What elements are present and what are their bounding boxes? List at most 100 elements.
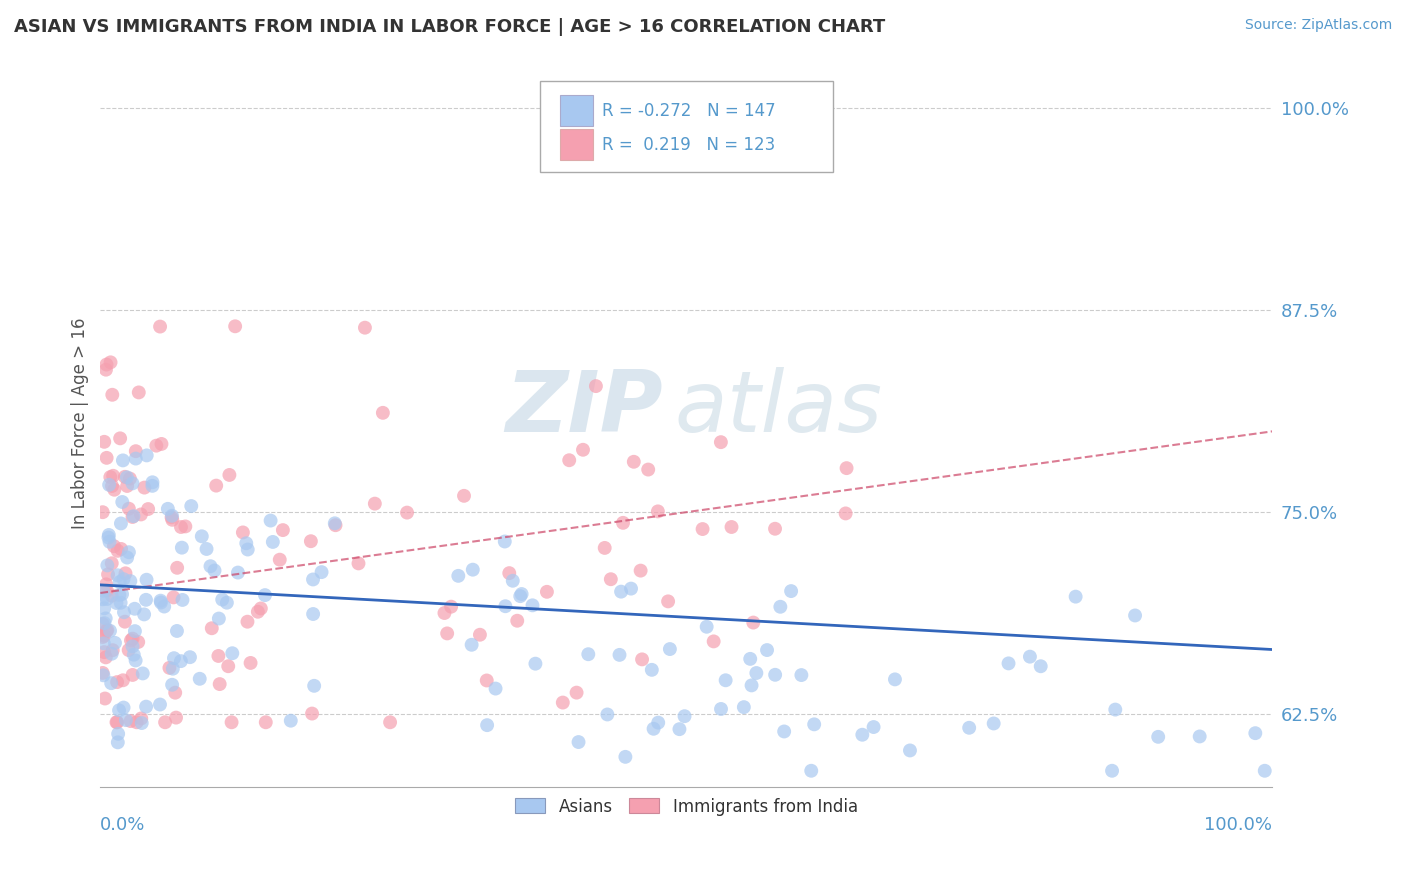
Point	[149, 593, 172, 607]
Point	[211, 592, 233, 607]
Point	[997, 657, 1019, 671]
Point	[509, 589, 531, 603]
Point	[96, 592, 118, 607]
Point	[710, 702, 733, 716]
Point	[436, 626, 458, 640]
Text: 100.0%: 100.0%	[1205, 816, 1272, 834]
Point	[1123, 608, 1146, 623]
Point	[536, 584, 558, 599]
Point	[160, 678, 183, 692]
Point	[703, 634, 725, 648]
Point	[484, 681, 506, 696]
Point	[121, 510, 143, 524]
Point	[593, 541, 616, 555]
Point	[191, 529, 214, 543]
Point	[576, 647, 599, 661]
Point	[160, 508, 183, 523]
Point	[780, 584, 803, 599]
Point	[475, 673, 498, 688]
Point	[773, 724, 796, 739]
Point	[302, 679, 325, 693]
Point	[325, 518, 347, 533]
Point	[153, 715, 176, 730]
Point	[136, 502, 159, 516]
Point	[94, 650, 117, 665]
Point	[188, 672, 211, 686]
Point	[174, 519, 197, 533]
Point	[160, 510, 183, 524]
Point	[105, 596, 128, 610]
Point	[129, 508, 152, 522]
Point	[447, 569, 470, 583]
Point	[614, 749, 637, 764]
Point	[125, 715, 148, 730]
Point	[572, 442, 595, 457]
Bar	[560, 129, 593, 160]
Point	[94, 611, 117, 625]
Point	[118, 501, 141, 516]
Point	[103, 483, 125, 497]
Point	[494, 599, 516, 614]
Point	[105, 715, 128, 730]
Point	[96, 358, 118, 372]
Point	[673, 709, 696, 723]
Point	[141, 475, 163, 490]
Point	[790, 668, 813, 682]
Point	[165, 686, 187, 700]
Point	[93, 629, 115, 643]
Point	[371, 406, 394, 420]
Point	[121, 640, 143, 654]
Point	[170, 654, 193, 668]
Text: atlas: atlas	[675, 368, 883, 450]
Point	[98, 470, 121, 484]
Point	[96, 558, 118, 573]
Point	[224, 319, 246, 334]
Point	[93, 434, 115, 449]
Point	[118, 643, 141, 657]
Point	[96, 583, 118, 598]
Point	[364, 497, 387, 511]
Point	[100, 556, 122, 570]
Point	[101, 479, 124, 493]
Point	[107, 727, 129, 741]
Point	[226, 566, 249, 580]
Point	[299, 534, 322, 549]
Point	[120, 574, 142, 588]
Point	[121, 668, 143, 682]
Point	[742, 615, 765, 630]
Point	[522, 599, 544, 613]
Point	[112, 572, 135, 586]
Point	[236, 615, 259, 629]
Point	[862, 720, 884, 734]
Point	[218, 467, 240, 482]
Point	[108, 588, 131, 602]
Point	[641, 663, 664, 677]
Point	[101, 468, 124, 483]
Point	[149, 595, 172, 609]
Point	[91, 583, 114, 598]
Point	[166, 561, 188, 575]
Point	[763, 522, 786, 536]
Point	[433, 606, 456, 620]
Point	[118, 472, 141, 486]
Point	[800, 764, 823, 778]
Point	[135, 592, 157, 607]
Text: R = -0.272   N = 147: R = -0.272 N = 147	[602, 102, 776, 120]
Point	[115, 713, 138, 727]
Point	[262, 535, 284, 549]
Point	[510, 587, 533, 601]
Point	[610, 584, 633, 599]
Point	[741, 678, 763, 692]
Point	[453, 489, 475, 503]
Point	[551, 696, 574, 710]
Point	[983, 716, 1005, 731]
Point	[112, 605, 135, 619]
Point	[567, 735, 589, 749]
Point	[127, 635, 149, 649]
Point	[170, 541, 193, 555]
Point	[110, 596, 132, 610]
Point	[1188, 730, 1211, 744]
Point	[132, 666, 155, 681]
Point	[93, 668, 115, 682]
Point	[280, 714, 302, 728]
